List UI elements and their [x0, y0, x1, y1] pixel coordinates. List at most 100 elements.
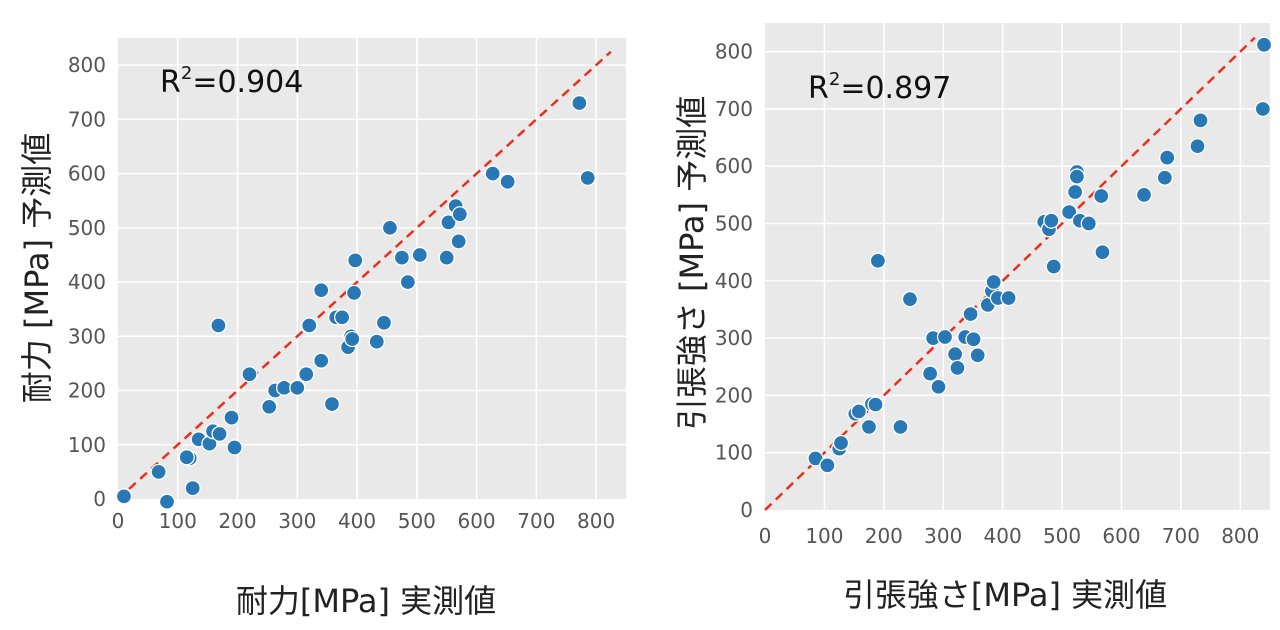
data-point — [1080, 215, 1097, 232]
data-point — [807, 450, 824, 467]
y-tick-label: 100 — [68, 433, 106, 457]
data-point — [946, 346, 964, 363]
data-point — [368, 333, 385, 350]
data-point — [150, 463, 167, 481]
data-point — [949, 359, 966, 377]
y-tick-label: 600 — [715, 154, 753, 178]
data-point — [985, 273, 1002, 291]
left-data-points — [115, 94, 596, 510]
data-point — [261, 398, 278, 415]
y-tick-label: 500 — [68, 216, 106, 240]
y-tick-label: 0 — [93, 487, 106, 511]
data-point — [313, 352, 330, 369]
right-scatter-panel: 0 100 200 300 400 500 600 700 800 0 100 200 300 400 5… — [673, 23, 1273, 614]
x-tick-label: 200 — [218, 509, 256, 533]
data-point — [571, 94, 588, 112]
y-tick-label: 400 — [715, 269, 753, 293]
right-fit-line — [764, 36, 1256, 511]
data-point — [313, 282, 330, 299]
data-point — [451, 206, 469, 223]
y-tick-label: 700 — [715, 97, 753, 121]
data-point — [381, 219, 399, 236]
y-tick-label: 500 — [715, 212, 753, 236]
x-tick-label: 700 — [517, 509, 555, 533]
x-tick-label: 0 — [112, 509, 125, 533]
data-point — [1061, 203, 1078, 221]
data-point — [867, 396, 884, 413]
data-point — [241, 366, 258, 383]
y-tick-label: 800 — [715, 40, 753, 64]
y-tick-label: 200 — [68, 379, 106, 403]
data-point — [347, 252, 364, 269]
data-point — [375, 314, 393, 331]
data-point — [344, 330, 361, 348]
left-y-axis-title: 耐力 [MPa] 予測値 — [18, 133, 56, 403]
x-tick-label: 800 — [1221, 524, 1259, 548]
data-point — [1068, 168, 1086, 185]
x-tick-label: 600 — [1102, 524, 1140, 548]
data-point — [1189, 138, 1206, 155]
data-point — [1093, 187, 1110, 205]
data-point — [115, 488, 133, 505]
data-point — [333, 309, 351, 326]
data-point — [930, 378, 947, 395]
data-point — [298, 366, 315, 383]
x-tick-label: 800 — [577, 509, 615, 533]
data-point — [178, 449, 195, 466]
data-point — [869, 252, 887, 269]
data-point — [850, 403, 868, 420]
left-fit-line — [117, 50, 612, 500]
x-tick-label: 400 — [338, 509, 376, 533]
data-point — [819, 457, 836, 474]
x-tick-label: 500 — [398, 509, 436, 533]
data-point — [226, 439, 243, 456]
data-point — [901, 291, 919, 308]
right-y-tick-labels: 0 100 200 300 400 500 600 700 800 — [715, 40, 753, 522]
data-point — [1255, 36, 1273, 53]
data-point — [892, 418, 909, 436]
data-point — [1066, 183, 1084, 201]
data-point — [860, 418, 878, 436]
y-tick-label: 400 — [68, 270, 106, 294]
data-point — [499, 173, 516, 190]
y-tick-label: 700 — [68, 107, 106, 131]
data-point — [399, 273, 417, 291]
data-point — [210, 317, 227, 334]
y-tick-label: 800 — [68, 53, 106, 77]
data-point — [450, 233, 467, 250]
data-point — [1254, 100, 1272, 118]
x-tick-label: 200 — [865, 524, 903, 548]
data-point — [211, 425, 228, 443]
data-point — [438, 249, 455, 266]
x-tick-label: 600 — [457, 509, 495, 533]
data-point — [484, 165, 501, 182]
right-gridlines — [765, 23, 1270, 510]
x-tick-label: 500 — [1043, 524, 1081, 548]
data-point — [969, 347, 986, 364]
data-point — [345, 284, 363, 302]
data-point — [1159, 149, 1176, 166]
data-point — [411, 246, 428, 264]
data-point — [1156, 169, 1173, 186]
x-tick-label: 700 — [1162, 524, 1200, 548]
data-point — [1094, 244, 1111, 261]
data-point — [301, 317, 318, 334]
data-point — [440, 214, 457, 231]
x-tick-label: 0 — [759, 524, 772, 548]
y-tick-label: 600 — [68, 162, 106, 186]
data-point — [223, 409, 240, 426]
data-point — [1045, 258, 1062, 275]
left-r2-annotation: R2=0.904 — [160, 63, 303, 100]
left-x-tick-labels: 0 100 200 300 400 500 600 700 800 — [112, 509, 616, 533]
left-scatter-panel: 0 100 200 300 400 500 600 700 800 0 100 200 300 400 5… — [18, 38, 626, 620]
x-tick-label: 100 — [159, 509, 197, 533]
y-tick-label: 0 — [740, 498, 753, 522]
y-tick-label: 200 — [715, 383, 753, 407]
x-tick-label: 100 — [805, 524, 843, 548]
y-tick-label: 300 — [68, 324, 106, 348]
right-data-points — [807, 36, 1273, 474]
right-r2-annotation: R2=0.897 — [808, 69, 951, 106]
data-point — [962, 305, 979, 323]
data-point — [323, 395, 341, 413]
